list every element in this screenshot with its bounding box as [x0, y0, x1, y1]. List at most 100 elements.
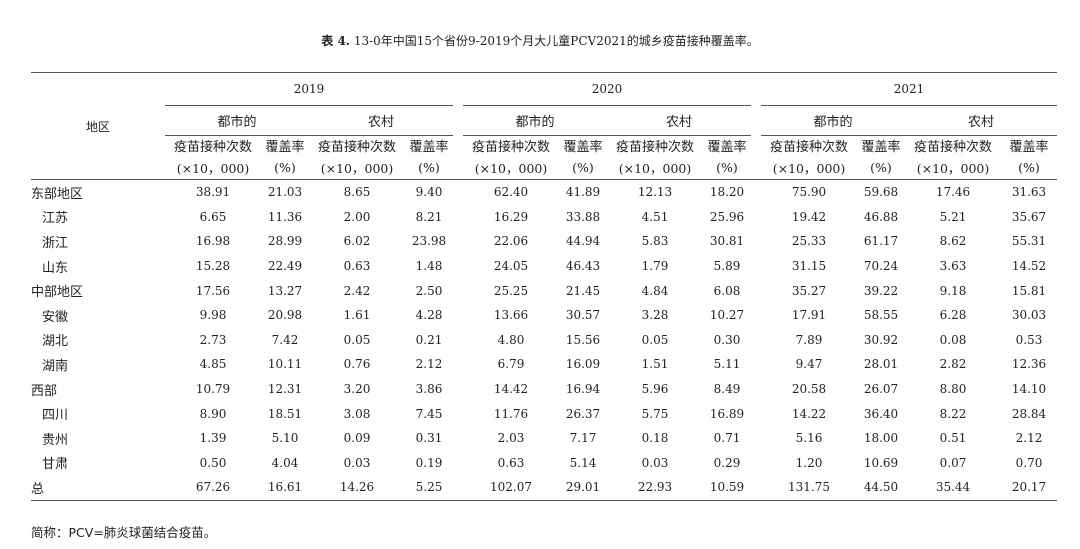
rate-cell: 55.31 — [1011, 234, 1047, 249]
count-cell: 4.80 — [497, 332, 525, 347]
rate-cell: 16.89 — [709, 406, 745, 421]
count-cell: 2.03 — [497, 431, 525, 446]
rate-cell: 10.69 — [863, 455, 899, 470]
count-cell: 4.51 — [641, 209, 669, 224]
rate-cell: 26.37 — [565, 406, 601, 421]
rate-cell: 11.36 — [267, 209, 303, 224]
count-cell: 0.18 — [641, 431, 669, 446]
count-cell: 5.21 — [939, 209, 967, 224]
rate-cell: 0.31 — [415, 431, 443, 446]
count-cell: 31.15 — [791, 259, 827, 274]
rate-cell: 13.27 — [267, 283, 303, 298]
rate-header: 覆盖率 — [265, 140, 305, 155]
rate-cell: 41.89 — [565, 185, 601, 200]
rural-header: 农村 — [607, 105, 751, 136]
count-cell: 6.02 — [343, 234, 371, 249]
count-cell: 5.75 — [641, 406, 669, 421]
count-header: 疫苗接种次数 — [471, 140, 550, 155]
rate-cell: 16.61 — [261, 475, 309, 501]
table-row: 甘肃 0.50 4.04 0.03 0.19 0.63 5.14 0.03 0.29 1.20 10… — [31, 451, 1057, 476]
region-name: 东部地区 — [31, 186, 84, 202]
rate-cell: 46.43 — [565, 259, 601, 274]
region-name: 贵州 — [42, 432, 69, 448]
count-cell: 10.79 — [195, 382, 231, 397]
count-cell: 14.22 — [791, 406, 827, 421]
rate-cell: 21.03 — [267, 185, 303, 200]
count-cell: 1.20 — [795, 455, 823, 470]
count-cell: 22.06 — [493, 234, 529, 249]
count-cell: 16.98 — [195, 234, 231, 249]
count-cell: 3.08 — [343, 406, 371, 421]
count-unit: (×10，000) — [165, 155, 261, 180]
rate-cell: 0.19 — [415, 455, 443, 470]
table-caption: 表 4. 13-0年中国15个省份9-2019个月大儿童PCV2021的城乡疫苗… — [0, 32, 1080, 49]
footnote: 简称：PCV=肺炎球菌结合疫苗。 — [31, 525, 217, 540]
count-cell: 8.80 — [939, 382, 967, 397]
count-cell: 6.65 — [199, 209, 227, 224]
rate-cell: 28.99 — [267, 234, 303, 249]
rate-cell: 22.49 — [267, 259, 303, 274]
rate-cell: 0.70 — [1015, 455, 1043, 470]
urban-header: 都市的 — [463, 105, 607, 136]
count-cell: 12.13 — [637, 185, 673, 200]
year-header-2021: 2021 — [761, 73, 1057, 106]
rate-header: 覆盖率 — [861, 140, 901, 155]
count-cell: 2.42 — [343, 283, 371, 298]
rate-cell: 0.53 — [1015, 332, 1043, 347]
rate-cell: 0.21 — [415, 332, 443, 347]
region-name: 浙江 — [42, 235, 69, 251]
rate-unit: (%) — [261, 155, 309, 180]
rate-cell: 16.09 — [565, 357, 601, 372]
count-cell: 5.96 — [641, 382, 669, 397]
count-cell: 25.25 — [493, 283, 529, 298]
rate-cell: 46.88 — [863, 209, 899, 224]
count-unit: (×10，000) — [463, 155, 559, 180]
count-header: 疫苗接种次数 — [769, 140, 848, 155]
count-cell: 5.83 — [641, 234, 669, 249]
rate-cell: 28.84 — [1011, 406, 1047, 421]
rate-cell: 7.42 — [271, 332, 299, 347]
count-header: 疫苗接种次数 — [173, 140, 252, 155]
count-cell: 0.05 — [343, 332, 371, 347]
rate-header: 覆盖率 — [563, 140, 603, 155]
rate-cell: 23.98 — [411, 234, 447, 249]
count-cell: 35.27 — [791, 283, 827, 298]
rate-unit: (%) — [559, 155, 607, 180]
rate-cell: 2.50 — [415, 283, 443, 298]
count-unit: (×10，000) — [607, 155, 703, 180]
rate-cell: 31.63 — [1011, 185, 1047, 200]
rate-cell: 26.07 — [863, 382, 899, 397]
rate-cell: 30.81 — [709, 234, 745, 249]
count-cell: 0.09 — [343, 431, 371, 446]
rate-unit: (%) — [703, 155, 751, 180]
rate-cell: 12.36 — [1011, 357, 1047, 372]
count-cell: 3.63 — [939, 259, 967, 274]
rate-cell: 5.25 — [405, 475, 453, 501]
count-cell: 75.90 — [791, 185, 827, 200]
rate-cell: 14.10 — [1011, 382, 1047, 397]
table-row: 浙江 16.98 28.99 6.02 23.98 22.06 44.94 5.83 30.81… — [31, 229, 1057, 254]
rate-cell: 15.56 — [565, 332, 601, 347]
region-name: 总 — [31, 475, 165, 501]
rate-cell: 70.24 — [863, 259, 899, 274]
rate-header: 覆盖率 — [707, 140, 747, 155]
count-cell: 2.00 — [343, 209, 371, 224]
table-label: 表 4. — [321, 34, 350, 48]
rate-cell: 30.03 — [1011, 308, 1047, 323]
count-cell: 20.58 — [791, 382, 827, 397]
count-cell: 13.66 — [493, 308, 529, 323]
rate-cell: 5.14 — [569, 455, 597, 470]
count-cell: 131.75 — [761, 475, 857, 501]
rate-cell: 33.88 — [565, 209, 601, 224]
rate-cell: 58.55 — [863, 308, 899, 323]
region-name: 江苏 — [42, 211, 69, 227]
count-cell: 1.61 — [343, 308, 371, 323]
rate-cell: 35.67 — [1011, 209, 1047, 224]
rate-cell: 30.92 — [863, 332, 899, 347]
year-header-2020: 2020 — [463, 73, 751, 106]
rate-cell: 25.96 — [709, 209, 745, 224]
rate-cell: 21.45 — [565, 283, 601, 298]
count-cell: 9.18 — [939, 283, 967, 298]
rate-cell: 18.51 — [267, 406, 303, 421]
count-header: 疫苗接种次数 — [615, 140, 694, 155]
